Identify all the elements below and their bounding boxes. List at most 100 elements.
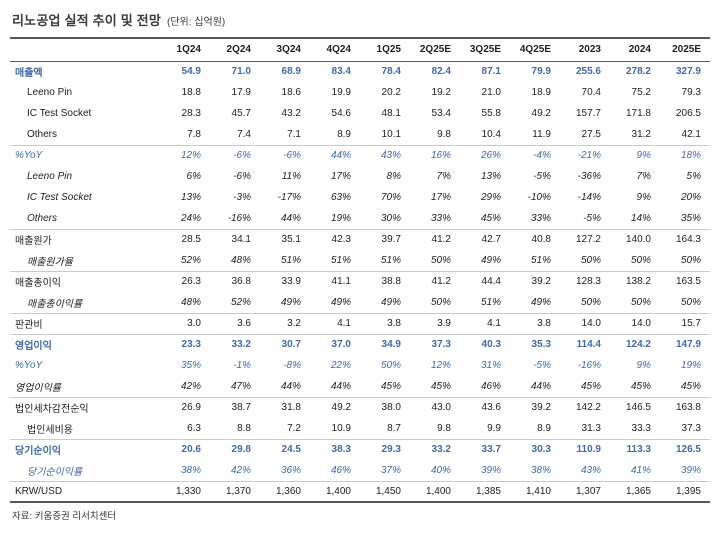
column-header: 2Q25E — [410, 37, 460, 62]
table-cell: 38.0 — [360, 396, 410, 418]
table-cell: 82.4 — [431, 66, 451, 78]
row-label: 영업이익 — [10, 333, 160, 355]
table-cell: 37.3 — [410, 333, 460, 355]
table-cell: 42% — [230, 464, 251, 476]
table-cell: 43% — [580, 464, 601, 476]
table-cell: -8% — [283, 360, 301, 371]
table-cell: 37% — [380, 464, 401, 476]
table-row: 매출원가율 52% 48% 51% 51% 51% 50% 49% 51% 50% 50% 50% — [10, 250, 710, 271]
table-cell: 41% — [630, 464, 651, 476]
column-header: 3Q24 — [260, 37, 310, 62]
table-cell: 1,360 — [260, 480, 310, 503]
table-cell: 49% — [280, 296, 301, 308]
table-cell: 41.1 — [310, 270, 360, 292]
financial-table: 1Q24 2Q24 3Q24 4Q24 1Q25 2Q25E 3Q25E 4Q25E 2023 2… — [10, 37, 710, 503]
table-cell: 36.8 — [210, 270, 260, 292]
table-cell: 34.9 — [360, 333, 410, 355]
table-cell: 31.8 — [260, 396, 310, 418]
table-cell: 21.0 — [481, 87, 501, 98]
table-cell: 54.9 — [181, 66, 201, 78]
table-cell: 126.5 — [660, 438, 710, 460]
table-cell: 35% — [680, 212, 701, 224]
table-cell: 42.3 — [310, 228, 360, 250]
table-cell: 45% — [580, 380, 601, 392]
table-row: 당기순이익 20.6 29.8 24.5 38.3 29.3 33.2 33.7 30.3 110… — [10, 438, 710, 460]
table-cell: 46% — [480, 380, 501, 392]
table-cell: 8.7 — [387, 422, 401, 434]
table-cell: 40.3 — [460, 333, 510, 355]
table-cell: -3% — [233, 192, 251, 203]
row-label: 판관비 — [10, 312, 160, 334]
table-cell: 46% — [330, 464, 351, 476]
table-cell: 8.9 — [537, 422, 551, 434]
row-label: KRW/USD — [10, 480, 160, 503]
table-cell: 49.2 — [310, 396, 360, 418]
table-cell: 27.5 — [581, 128, 601, 140]
table-cell: 11% — [281, 171, 301, 182]
table-cell: 28.5 — [160, 228, 210, 250]
row-label: Others — [27, 212, 58, 224]
table-cell: 29.3 — [360, 438, 410, 460]
table-cell: 75.2 — [631, 87, 651, 98]
table-cell: 1,450 — [360, 480, 410, 503]
table-cell: 31% — [480, 360, 501, 371]
table-cell: 51% — [530, 254, 551, 266]
table-cell: 43% — [360, 144, 410, 166]
table-cell: 12% — [430, 360, 451, 371]
table-cell: -16% — [577, 360, 601, 371]
table-cell: 42.1 — [681, 128, 701, 140]
table-cell: 51% — [330, 254, 351, 266]
table-cell: 8% — [386, 171, 401, 182]
table-cell: 79.9 — [531, 66, 551, 78]
table-cell: 164.3 — [660, 228, 710, 250]
table-cell: 39.2 — [510, 270, 560, 292]
table-cell: 50% — [580, 254, 601, 266]
table-cell: 278.2 — [625, 66, 651, 78]
table-row: %YoY 35% -1% -8% 22% 50% 12% 31% -5% -16% 9% 19% — [10, 355, 710, 376]
table-cell: 39% — [680, 464, 701, 476]
table-cell: 10.9 — [331, 422, 351, 434]
table-cell: -5% — [583, 212, 601, 224]
table-cell: 1,370 — [210, 480, 260, 503]
table-cell: 38.3 — [310, 438, 360, 460]
table-cell: -6% — [233, 171, 251, 182]
table-cell: 68.9 — [281, 66, 301, 78]
table-cell: 51% — [380, 254, 401, 266]
table-cell: 3.8 — [510, 312, 560, 334]
table-cell: 50% — [630, 296, 651, 308]
table-cell: 14% — [630, 212, 651, 224]
table-cell: 127.2 — [560, 228, 610, 250]
row-label: 당기순이익 — [10, 438, 160, 460]
table-cell: 5% — [686, 171, 701, 182]
table-cell: 17% — [430, 192, 451, 203]
table-cell: 6% — [186, 171, 201, 182]
table-cell: 20.2 — [381, 87, 401, 98]
table-cell: 31.2 — [631, 128, 651, 140]
table-cell: 28.3 — [181, 108, 201, 119]
table-cell: 38% — [530, 464, 551, 476]
row-label: %YoY — [10, 144, 160, 166]
table-row: Others 7.8 7.4 7.1 8.9 10.1 9.8 10.4 11.9 27.5 31.… — [10, 124, 710, 145]
table-cell: 38.7 — [210, 396, 260, 418]
table-cell: 13% — [480, 171, 501, 182]
source-note: 자료: 키움증권 리서치센터 — [12, 511, 117, 522]
table-cell: 52% — [230, 296, 251, 308]
column-header: 1Q24 — [160, 37, 210, 62]
row-label: 매출원가율 — [27, 256, 73, 268]
table-cell: -16% — [227, 212, 251, 224]
table-cell: 19% — [330, 212, 351, 224]
table-row: 영업이익률 42% 47% 44% 44% 45% 45% 46% 44% 45% 45% 45% — [10, 376, 710, 397]
table-cell: 70% — [380, 192, 401, 203]
table-cell: 7.8 — [187, 128, 201, 140]
row-label: IC Test Socket — [27, 192, 92, 203]
table-cell: 7.2 — [287, 422, 301, 434]
table-cell: 3.6 — [210, 312, 260, 334]
table-row: IC Test Socket 28.3 45.7 43.2 54.6 48.1 53.4 55… — [10, 103, 710, 124]
table-cell: 70.4 — [581, 87, 601, 98]
table-cell: 43.2 — [281, 108, 301, 119]
table-cell: 255.6 — [575, 66, 601, 78]
table-cell: 4.1 — [310, 312, 360, 334]
table-cell: 49% — [480, 254, 501, 266]
table-cell: 45% — [630, 380, 651, 392]
table-cell: -14% — [577, 192, 601, 203]
